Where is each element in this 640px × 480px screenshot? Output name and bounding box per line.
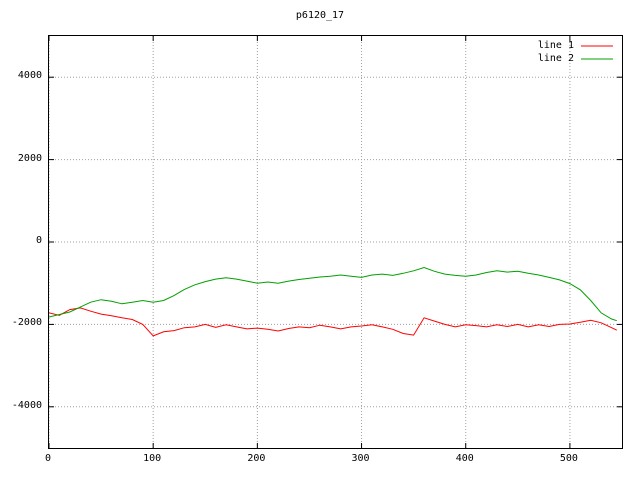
y-tick-label: -2000 xyxy=(11,317,42,329)
legend-line-sample xyxy=(581,58,613,59)
y-tick-label: 2000 xyxy=(17,152,42,164)
y-tick-label: 4000 xyxy=(17,70,42,82)
series-line-2 xyxy=(49,266,617,322)
legend-row-2: line 2 xyxy=(538,52,614,65)
x-tick-label: 200 xyxy=(247,453,266,464)
legend-label: line 1 xyxy=(537,40,574,51)
legend-line-sample xyxy=(581,45,613,46)
x-tick-label: 0 xyxy=(44,453,52,464)
plot-area xyxy=(48,35,623,449)
y-tick-label: -4000 xyxy=(11,399,42,411)
x-tick-label: 100 xyxy=(143,453,162,464)
chart-title: p6120_17 xyxy=(295,10,345,21)
x-tick-label: 500 xyxy=(559,453,578,464)
plot-canvas xyxy=(49,36,622,448)
series-line-1 xyxy=(49,307,618,337)
x-tick-label: 300 xyxy=(351,453,370,464)
y-tick-label: 0 xyxy=(35,235,42,246)
legend-label: line 2 xyxy=(537,53,574,64)
legend-row-1: line 1 xyxy=(538,39,614,52)
x-tick-label: 400 xyxy=(455,453,474,464)
legend: line 1 line 2 xyxy=(538,39,614,65)
